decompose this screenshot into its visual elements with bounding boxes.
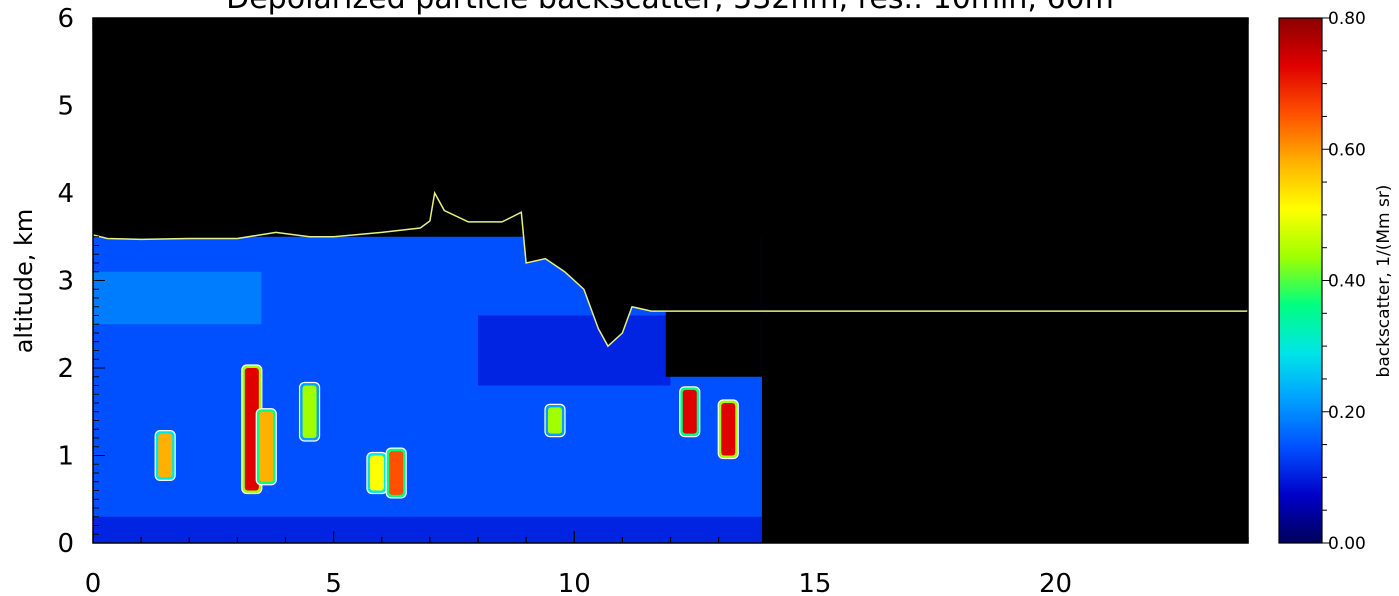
x-tick-label: 10 [558,569,591,596]
backscatter-cell [544,403,566,438]
heatmap-layer [93,18,1248,543]
backscatter-cell [255,408,277,486]
backscatter-cell [366,451,388,495]
y-axis-title: altitude, km [10,209,38,354]
x-tick-label: 15 [798,569,831,596]
y-tick-label: 2 [57,354,74,384]
x-tick-label: 0 [85,569,102,596]
colorbar-tick-label: 0.20 [1328,403,1366,423]
boundary-layer-line [93,190,1248,348]
colorbar-title: backscatter, 1/(Mm sr) [1374,185,1394,378]
backscatter-layer [93,271,262,325]
x-tick-label: 5 [325,569,342,596]
backscatter-layer [261,263,478,316]
y-tick-label: 5 [57,92,74,122]
colorbar-tick-label: 0.80 [1328,9,1366,29]
x-axis: 0 5 10 15 20 [85,18,1249,596]
y-tick-label: 6 [57,4,74,34]
backscatter-layer [478,315,671,386]
no-data-mask [93,18,762,347]
colorbar-tick-label: 0.60 [1328,140,1366,160]
colorbar-axis: 0.00 0.20 0.40 0.60 0.80 [1322,9,1366,554]
colorbar-tick-label: 0.00 [1328,534,1366,554]
y-tick-label: 0 [57,529,74,559]
colorbar [1278,17,1323,544]
no-data-region [761,18,1248,543]
backscatter-cell [717,399,739,460]
backscatter-cell [679,386,701,438]
no-data-region [665,306,762,377]
strong-backscatter-cells [154,364,739,499]
y-axis: 0 1 2 3 4 5 6 [57,4,1248,559]
x-tick-label: 20 [1039,569,1072,596]
backscatter-cell [385,447,407,499]
y-tick-label: 4 [57,179,74,209]
chart-title: Depolarized particle backscatter, 532nm,… [226,0,1114,16]
backscatter-cell [298,381,321,442]
y-tick-label: 1 [57,442,74,472]
backscatter-cell [154,430,176,481]
colorbar-tick-label: 0.40 [1328,272,1366,292]
y-tick-label: 3 [57,267,74,297]
